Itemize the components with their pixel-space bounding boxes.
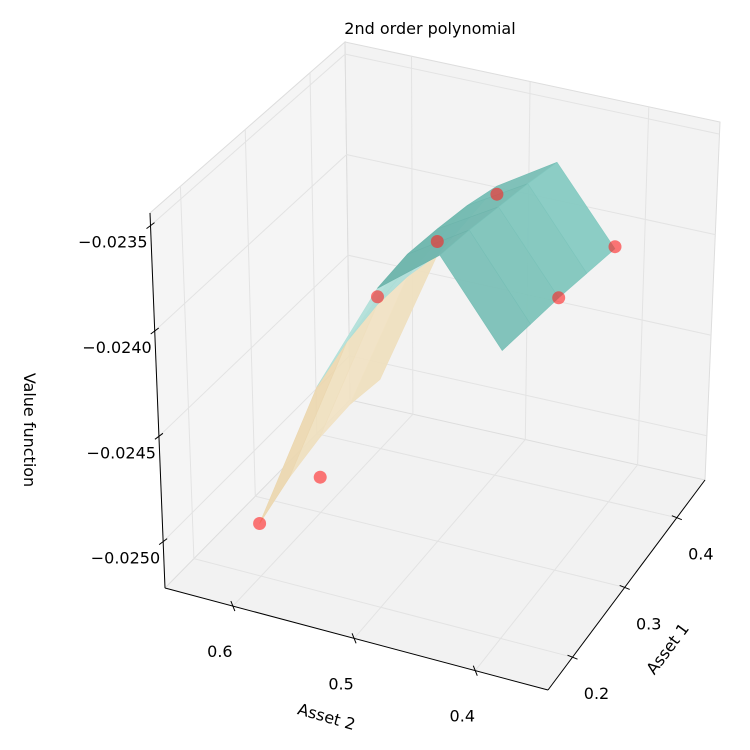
axis-line [164,587,549,691]
chart-title: 2nd order polynomial [344,19,515,38]
y-tick [230,600,236,612]
data-point [313,470,327,484]
y-tick-label: 0.6 [207,642,232,661]
x-tick [567,654,578,660]
grid-line [158,254,712,437]
grid-line [150,53,720,226]
data-point [371,290,384,304]
grid-line [474,106,650,671]
grid-line [154,154,716,332]
z-tick [158,538,168,546]
x-tick [671,515,683,521]
y-tick-label: 0.4 [450,707,475,726]
surface-patch [439,229,531,351]
y-tick [472,665,478,676]
data-point [608,240,622,254]
y-tick-label: 0.5 [328,674,353,693]
data-point [253,517,267,530]
grid-line [179,186,573,658]
y-tick [351,633,357,644]
data-point [430,235,444,248]
x-tick-label: 0.3 [636,614,661,633]
z-tick [150,327,160,335]
z-tick-label: −0.0240 [82,338,151,357]
data-point [552,291,566,305]
axis-line [149,212,166,589]
z-tick-label: −0.0235 [78,233,147,252]
data-point [490,187,504,201]
axis-line [547,479,706,691]
grid-line [232,56,414,607]
z-tick-label: −0.0250 [91,549,160,568]
x-tick [619,584,630,590]
y-axis-label: Asset 2 [296,699,358,734]
z-axis-label: Value function [20,373,39,487]
z-tick-label: −0.0245 [87,443,156,462]
grid-line [244,129,625,588]
x-tick-label: 0.4 [688,545,713,564]
z-tick [154,432,164,440]
x-tick-label: 0.2 [584,684,609,703]
z-tick [146,222,155,230]
